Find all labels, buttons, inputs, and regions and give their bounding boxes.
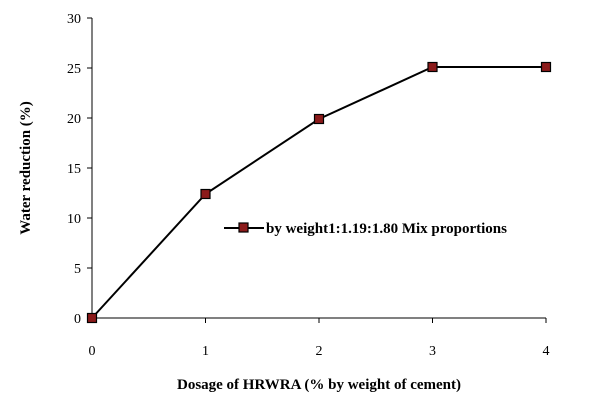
- series-layer: [86, 61, 552, 324]
- x-tick-label: 4: [543, 344, 550, 359]
- y-ticks: 0 5 10 15 20 25 30: [67, 12, 92, 327]
- x-tick-label: 1: [202, 344, 209, 359]
- axes: [91, 18, 546, 319]
- y-tick-label: 30: [67, 12, 81, 27]
- y-tick-label: 10: [67, 212, 81, 227]
- data-point-marker: [86, 312, 98, 324]
- data-point-marker: [540, 61, 552, 73]
- data-point-marker: [427, 61, 438, 73]
- x-tick-label: 0: [89, 344, 96, 359]
- x-axis-title: Dosage of HRWRA (% by weight of cement): [177, 377, 461, 393]
- legend-label: by weight1:1.19:1.80 Mix proportions: [266, 221, 507, 237]
- y-tick-label: 15: [67, 162, 81, 177]
- y-tick-label: 25: [67, 62, 81, 77]
- y-axis-title: Water reduction (%): [18, 101, 34, 235]
- series-line: [91, 66, 546, 319]
- y-tick-label: 20: [67, 112, 81, 127]
- y-tick-label: 0: [74, 312, 81, 327]
- x-tick-label: 2: [316, 344, 323, 359]
- legend-marker: [238, 222, 249, 233]
- data-point-marker: [200, 188, 211, 200]
- legend: by weight1:1.19:1.80 Mix proportions: [224, 221, 507, 237]
- x-ticks: 0 1 2 3 4: [89, 318, 550, 359]
- y-tick-label: 5: [74, 262, 81, 277]
- data-point-marker: [313, 113, 325, 125]
- x-tick-label: 3: [429, 344, 436, 359]
